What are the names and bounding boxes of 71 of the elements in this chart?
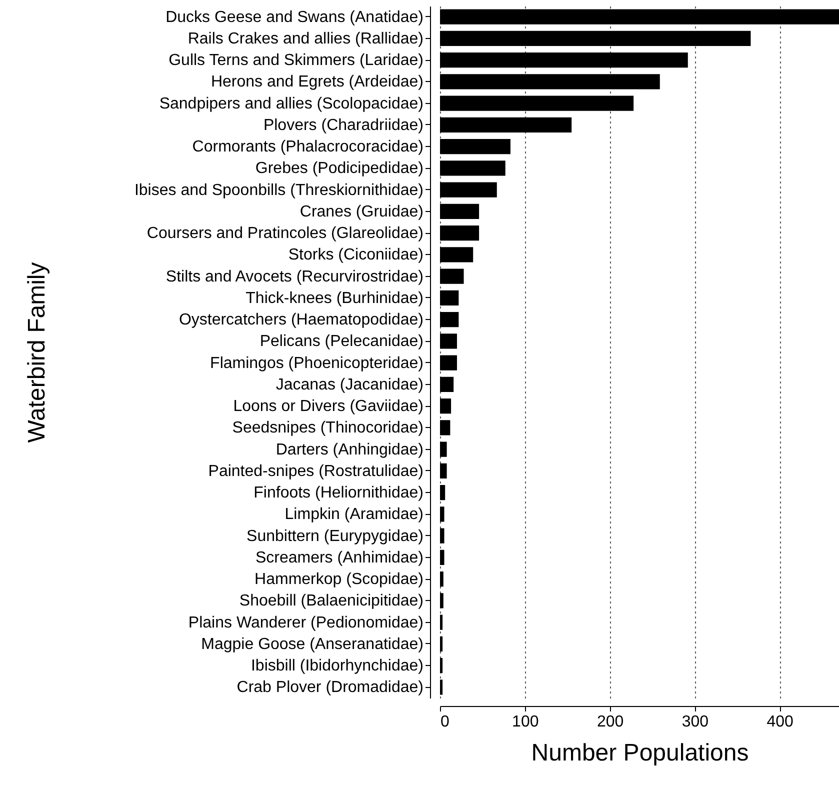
y-tick-label: Coursers and Pratincoles (Glareolidae) xyxy=(146,225,424,242)
x-tick-label: 0 xyxy=(440,714,450,730)
y-tick-label: Painted-snipes (Rostratulidae) xyxy=(208,462,424,480)
bar xyxy=(440,30,751,46)
bar xyxy=(440,614,443,630)
bar xyxy=(440,160,506,176)
bar xyxy=(440,117,572,133)
bar xyxy=(440,268,464,284)
x-tick-label: 300 xyxy=(682,714,709,730)
bar xyxy=(440,528,444,544)
x-tick-label: 100 xyxy=(512,714,539,730)
y-tick-label: Screamers (Anhimidae) xyxy=(255,549,424,566)
x-tick-label: 400 xyxy=(766,714,794,730)
y-tick-label: Flamingos (Phoenicopteridae) xyxy=(210,354,424,372)
bar xyxy=(440,334,457,349)
y-tick-label: Hammerkop (Scopidae) xyxy=(254,571,424,588)
bar xyxy=(440,484,446,500)
y-tick-label: Cormorants (Phalacrocoracidae) xyxy=(192,138,424,156)
bar xyxy=(440,247,474,262)
y-tick-label: Ibisbill (Ibidorhynchidae) xyxy=(250,658,424,675)
y-tick-label: Sunbittern (Eurypygidae) xyxy=(246,528,424,545)
y-tick-label: Finfoots (Heliornithidae) xyxy=(254,484,424,502)
bar xyxy=(440,506,444,522)
bar xyxy=(440,420,450,436)
y-tick-label: Thick-knees (Burhinidae) xyxy=(246,290,424,307)
bar xyxy=(440,290,459,306)
bar xyxy=(440,355,457,370)
y-tick-label: Darters (Anhingidae) xyxy=(276,441,424,458)
bar xyxy=(440,463,447,479)
bar xyxy=(440,636,443,652)
bar xyxy=(440,52,688,68)
bar xyxy=(440,376,454,392)
bar xyxy=(440,571,444,587)
y-tick-label: Pelicans (Pelecanidae) xyxy=(260,333,424,350)
y-tick-label: Cranes (Gruidae) xyxy=(300,203,424,220)
bar xyxy=(440,680,443,695)
bar xyxy=(440,225,480,241)
y-tick-label: Herons and Egrets (Ardeidae) xyxy=(210,74,424,91)
y-tick-label: Shoebill (Balaenicipitidae) xyxy=(239,592,424,610)
bar xyxy=(440,74,660,90)
y-tick-label: Grebes (Podicipedidae) xyxy=(255,160,424,178)
bar xyxy=(440,96,634,111)
y-tick-label: Plovers (Charadriidae) xyxy=(263,116,424,134)
y-tick-label: Jacanas (Jacanidae) xyxy=(276,376,424,394)
bar xyxy=(440,442,447,457)
y-tick-label: Plains Wanderer (Pedionomidae) xyxy=(188,614,424,632)
y-tick-label: Rails Crakes and allies (Rallidae) xyxy=(188,30,424,48)
bar xyxy=(440,204,480,220)
y-tick-label: Stilts and Avocets (Recurvirostridae) xyxy=(166,268,424,286)
bar xyxy=(440,9,839,24)
bar xyxy=(440,182,497,198)
y-tick-label: Loons or Divers (Gaviidae) xyxy=(233,398,424,416)
bar xyxy=(440,312,459,328)
y-tick-label: Seedsnipes (Thinocoridae) xyxy=(232,420,424,437)
x-axis-title: Number Populations xyxy=(531,740,749,766)
y-tick-label: Storks (Ciconiidae) xyxy=(288,246,424,264)
bar xyxy=(440,658,443,674)
y-tick-label: Sandpipers and allies (Scolopacidae) xyxy=(159,95,424,112)
bar xyxy=(440,398,452,414)
y-tick-label: Ducks Geese and Swans (Anatidae) xyxy=(166,8,424,26)
y-tick-label: Crab Plover (Dromadidae) xyxy=(236,679,424,696)
bar xyxy=(440,550,444,566)
x-tick-label: 200 xyxy=(596,714,624,730)
y-tick-label: Magpie Goose (Anseranatidae) xyxy=(201,636,424,653)
bar xyxy=(440,593,444,608)
y-tick-label: Gulls Terns and Skimmers (Laridae) xyxy=(168,52,424,70)
y-tick-label: Limpkin (Aramidae) xyxy=(284,506,424,524)
y-tick-label: Oystercatchers (Haematopodidae) xyxy=(178,312,424,329)
y-tick-label: Ibises and Spoonbills (Threskiornithidae) xyxy=(134,182,424,199)
bar xyxy=(440,138,510,154)
y-axis-title: Waterbird Family xyxy=(24,262,50,443)
